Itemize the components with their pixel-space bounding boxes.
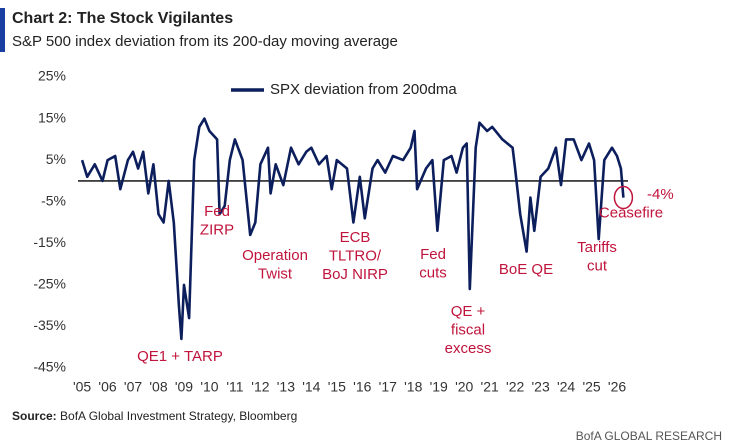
annotation: fiscal [451,321,485,338]
x-tick-label: '05 [73,379,91,395]
y-tick-label: -15% [33,234,66,250]
annotation: Ceasefire [599,204,663,221]
chart-title: Chart 2: The Stock Vigilantes [12,10,233,27]
source-label: Source: [12,409,57,423]
title-accent [0,8,5,52]
y-tick-label: 5% [46,151,66,167]
y-tick-label: -5% [41,192,66,208]
x-tick-label: '07 [124,379,142,395]
x-tick-label: '16 [353,379,371,395]
y-tick-label: -25% [33,276,66,292]
source-text: BofA Global Investment Strategy, Bloombe… [60,409,297,423]
annotation: cuts [419,264,447,281]
x-tick-label: '15 [328,379,346,395]
series-line [80,117,625,341]
x-tick-label: '17 [379,379,397,395]
annotation: cut [587,257,608,274]
highlight-circle [613,185,634,210]
chart-subtitle: S&P 500 index deviation from its 200-day… [12,33,398,50]
x-tick-label: '14 [302,379,320,395]
x-tick-label: '21 [481,379,499,395]
x-tick-label: '10 [200,379,218,395]
y-tick-label: 15% [38,109,66,125]
x-tick-label: '22 [506,379,524,395]
legend-label: SPX deviation from 200dma [270,81,457,98]
annotation: TLTRO/ [329,247,382,264]
annotation: excess [445,340,492,357]
y-tick-label: -45% [33,359,66,375]
annotation: Fed [420,246,446,263]
x-tick-label: '13 [277,379,295,395]
x-tick-label: '11 [226,379,243,395]
annotation: Tariffs [577,239,617,256]
y-tick-label: -35% [33,317,66,333]
x-tick-label: '25 [582,379,600,395]
x-tick-label: '06 [98,379,116,395]
x-tick-label: '18 [404,379,422,395]
x-tick-label: '12 [251,379,269,395]
x-tick-label: '08 [149,379,167,395]
annotation: BoE QE [499,261,553,278]
branding: BofA GLOBAL RESEARCH [576,429,722,443]
y-tick-label: 25% [38,68,66,84]
annotation: ZIRP [200,221,234,238]
annotation: QE1 + TARP [137,348,223,365]
x-tick-label: '09 [175,379,193,395]
source: Source: BofA Global Investment Strategy,… [12,409,297,423]
x-tick-label: '20 [455,379,473,395]
annotation: Operation [242,247,308,264]
x-tick-label: '19 [430,379,448,395]
x-tick-label: '24 [557,379,575,395]
annotation: ECB [340,229,371,246]
x-tick-label: '23 [531,379,549,395]
annotation: Fed [204,203,230,220]
annotation: Twist [258,265,293,282]
annotation: BoJ NIRP [322,266,388,283]
annotation: QE + [451,303,486,320]
annotation: -4% [647,186,674,203]
x-tick-label: '26 [608,379,626,395]
